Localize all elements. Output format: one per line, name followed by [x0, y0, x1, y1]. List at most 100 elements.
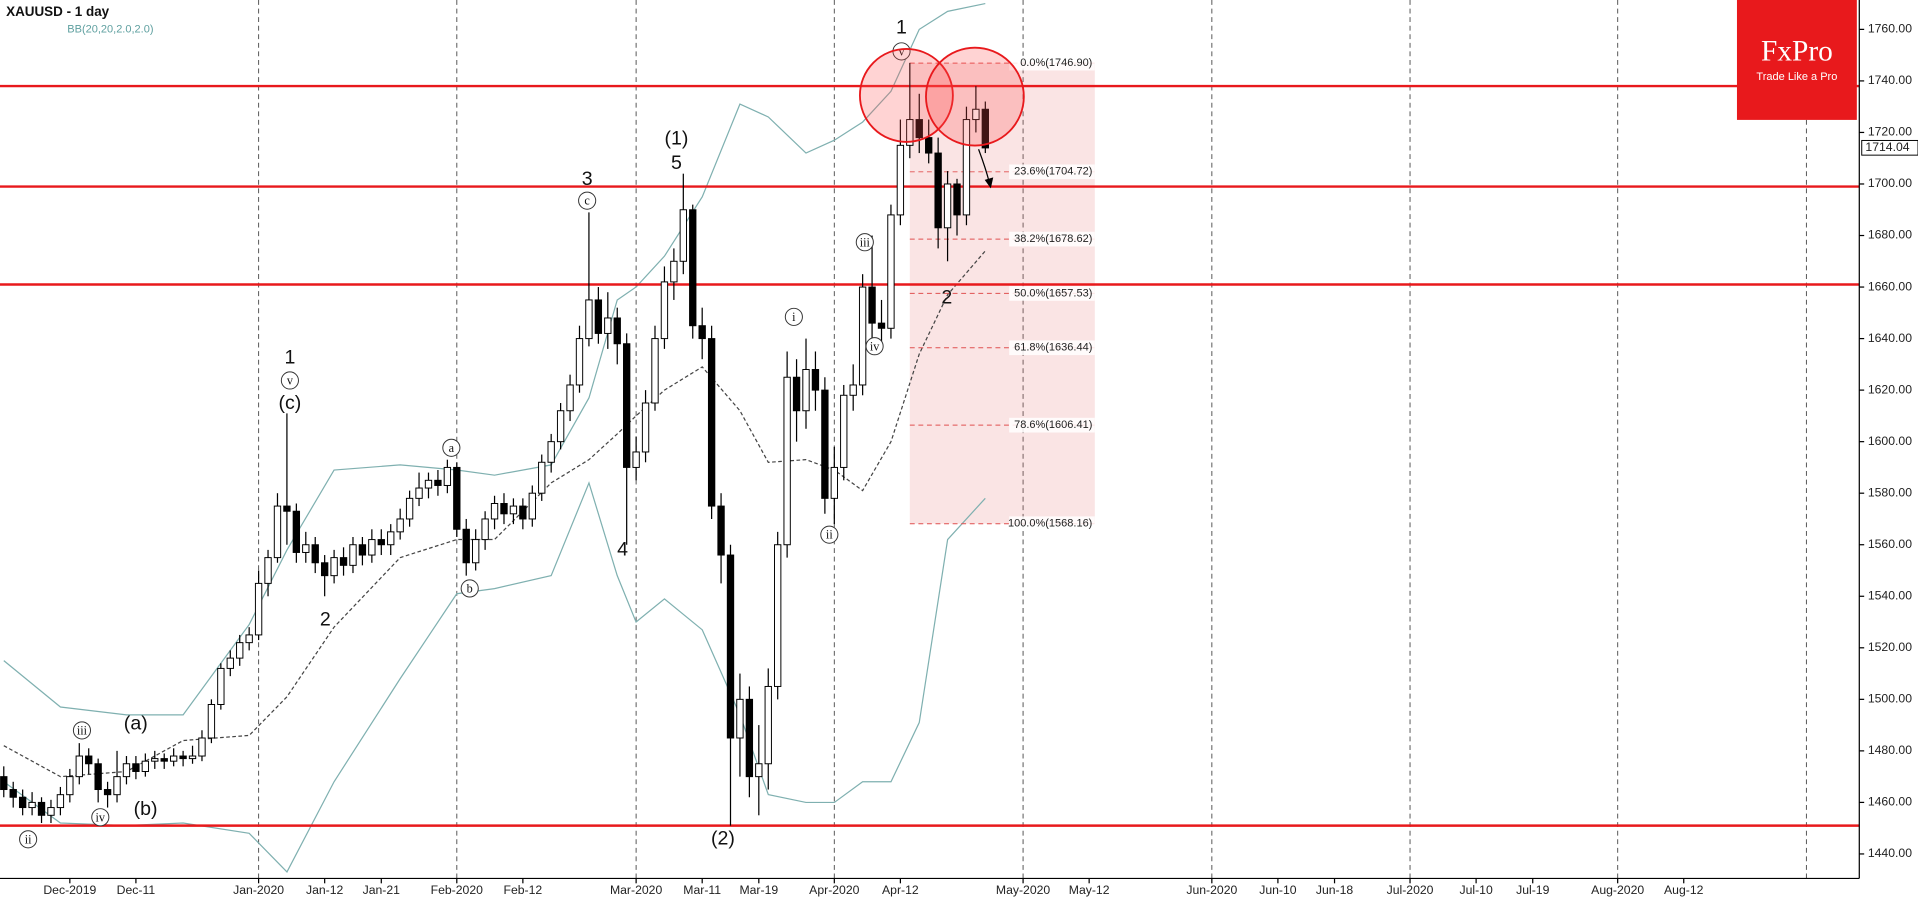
candle-body [811, 369, 820, 391]
wave-circle [865, 337, 884, 356]
x-tick-label: Jul-19 [1516, 883, 1549, 897]
y-tick-label: 1680.00 [1868, 228, 1912, 242]
candle-body [283, 505, 291, 512]
wave-label: iv [870, 339, 880, 353]
wave-label: (c) [278, 392, 301, 414]
candle-body [575, 338, 584, 386]
candle-body [56, 794, 65, 809]
arrow-head [984, 177, 994, 189]
candle-body [736, 698, 744, 739]
candle-body [500, 503, 508, 515]
y-tick-label: 1760.00 [1868, 22, 1912, 36]
fib-label-bg [1009, 286, 1095, 301]
y-tick-label: 1560.00 [1868, 537, 1912, 551]
fib-label: 61.8%(1636.44) [1014, 342, 1092, 354]
x-tick-label: Apr-12 [882, 883, 919, 897]
candle-body [339, 557, 348, 566]
candle-body [368, 539, 376, 556]
candle-body [830, 466, 838, 499]
logo-tagline: Trade Like a Pro [1756, 71, 1837, 83]
wave-label: 2 [941, 287, 952, 309]
candle-body [868, 286, 876, 324]
x-tick-label: Dec-2019 [43, 883, 96, 897]
y-tick-label: 1640.00 [1868, 331, 1912, 345]
candle-body [132, 763, 140, 772]
fib-label-bg [1009, 55, 1095, 71]
fib-label: 100.0%(1568.16) [1008, 518, 1092, 530]
x-tick-label: Feb-2020 [431, 883, 484, 897]
candle-body [698, 325, 706, 340]
candle-body [613, 317, 621, 345]
fib-label-bg [1009, 340, 1095, 356]
candle-body [490, 503, 499, 520]
wave-label: (1) [664, 128, 688, 150]
candle-body [821, 389, 829, 499]
wave-label: iii [860, 235, 871, 249]
candle-body [349, 544, 357, 566]
candle-body [179, 755, 187, 760]
bollinger-middle [3, 250, 986, 778]
candle-body [660, 281, 669, 340]
candle-body [453, 466, 461, 530]
wave-label: 1 [896, 16, 907, 38]
wave-circle [91, 808, 110, 827]
candle-body [981, 108, 989, 149]
candle-body [566, 384, 574, 412]
wave-label: v [898, 44, 905, 58]
candle-body [103, 789, 112, 796]
candle-body [85, 755, 93, 765]
candle-body [396, 518, 404, 533]
y-tick-label: 1440.00 [1868, 846, 1912, 860]
candle-body [47, 807, 55, 816]
candle-body [254, 582, 263, 636]
y-tick-label: 1620.00 [1868, 382, 1912, 396]
wave-label: ii [826, 528, 833, 542]
candle-body [405, 497, 414, 520]
candle-body [245, 634, 253, 644]
candle-body [670, 260, 678, 283]
y-tick-label: 1460.00 [1868, 795, 1912, 809]
fib-label-bg [1009, 516, 1095, 532]
wave-label: (a) [124, 712, 148, 734]
candle-body [188, 755, 197, 760]
highlight-circle [925, 46, 1025, 147]
candle-body [226, 657, 234, 669]
bollinger-upper [3, 2, 986, 716]
chart-title: XAUUSD - 1 day [6, 4, 110, 19]
x-tick-label: Mar-19 [739, 883, 778, 897]
wave-circle [784, 307, 803, 326]
fib-label-bg [1009, 164, 1095, 180]
wave-label: (2) [711, 827, 735, 849]
candle-body [556, 410, 565, 443]
wave-label: 2 [320, 608, 331, 630]
candle-body [887, 214, 895, 329]
x-tick-label: Aug-12 [1664, 883, 1704, 897]
candle-body [113, 776, 121, 796]
candle-body [443, 466, 452, 486]
candle-body [330, 557, 338, 577]
wave-label: (b) [134, 798, 158, 820]
x-tick-label: Jun-18 [1316, 883, 1354, 897]
x-tick-label: Mar-2020 [610, 883, 662, 897]
fib-label-bg [1009, 231, 1095, 247]
y-tick-label: 1580.00 [1868, 485, 1912, 499]
wave-label: 5 [671, 152, 682, 174]
candle-body [509, 505, 518, 515]
candle-body [217, 667, 225, 705]
wave-label: b [467, 582, 473, 596]
wave-circle [280, 371, 299, 390]
highlight-circle [859, 48, 954, 143]
candle-body [207, 704, 216, 739]
candle-body [755, 763, 763, 778]
wave-label: 4 [617, 539, 628, 561]
x-tick-label: Apr-2020 [809, 883, 859, 897]
logo-box [1736, 0, 1857, 120]
candle-body [377, 539, 385, 546]
candle-body [9, 789, 17, 798]
candle-body [679, 209, 687, 262]
candle-body [94, 763, 102, 791]
wave-label: ii [25, 832, 32, 846]
candle-body [358, 544, 367, 556]
candle-body [906, 119, 914, 146]
